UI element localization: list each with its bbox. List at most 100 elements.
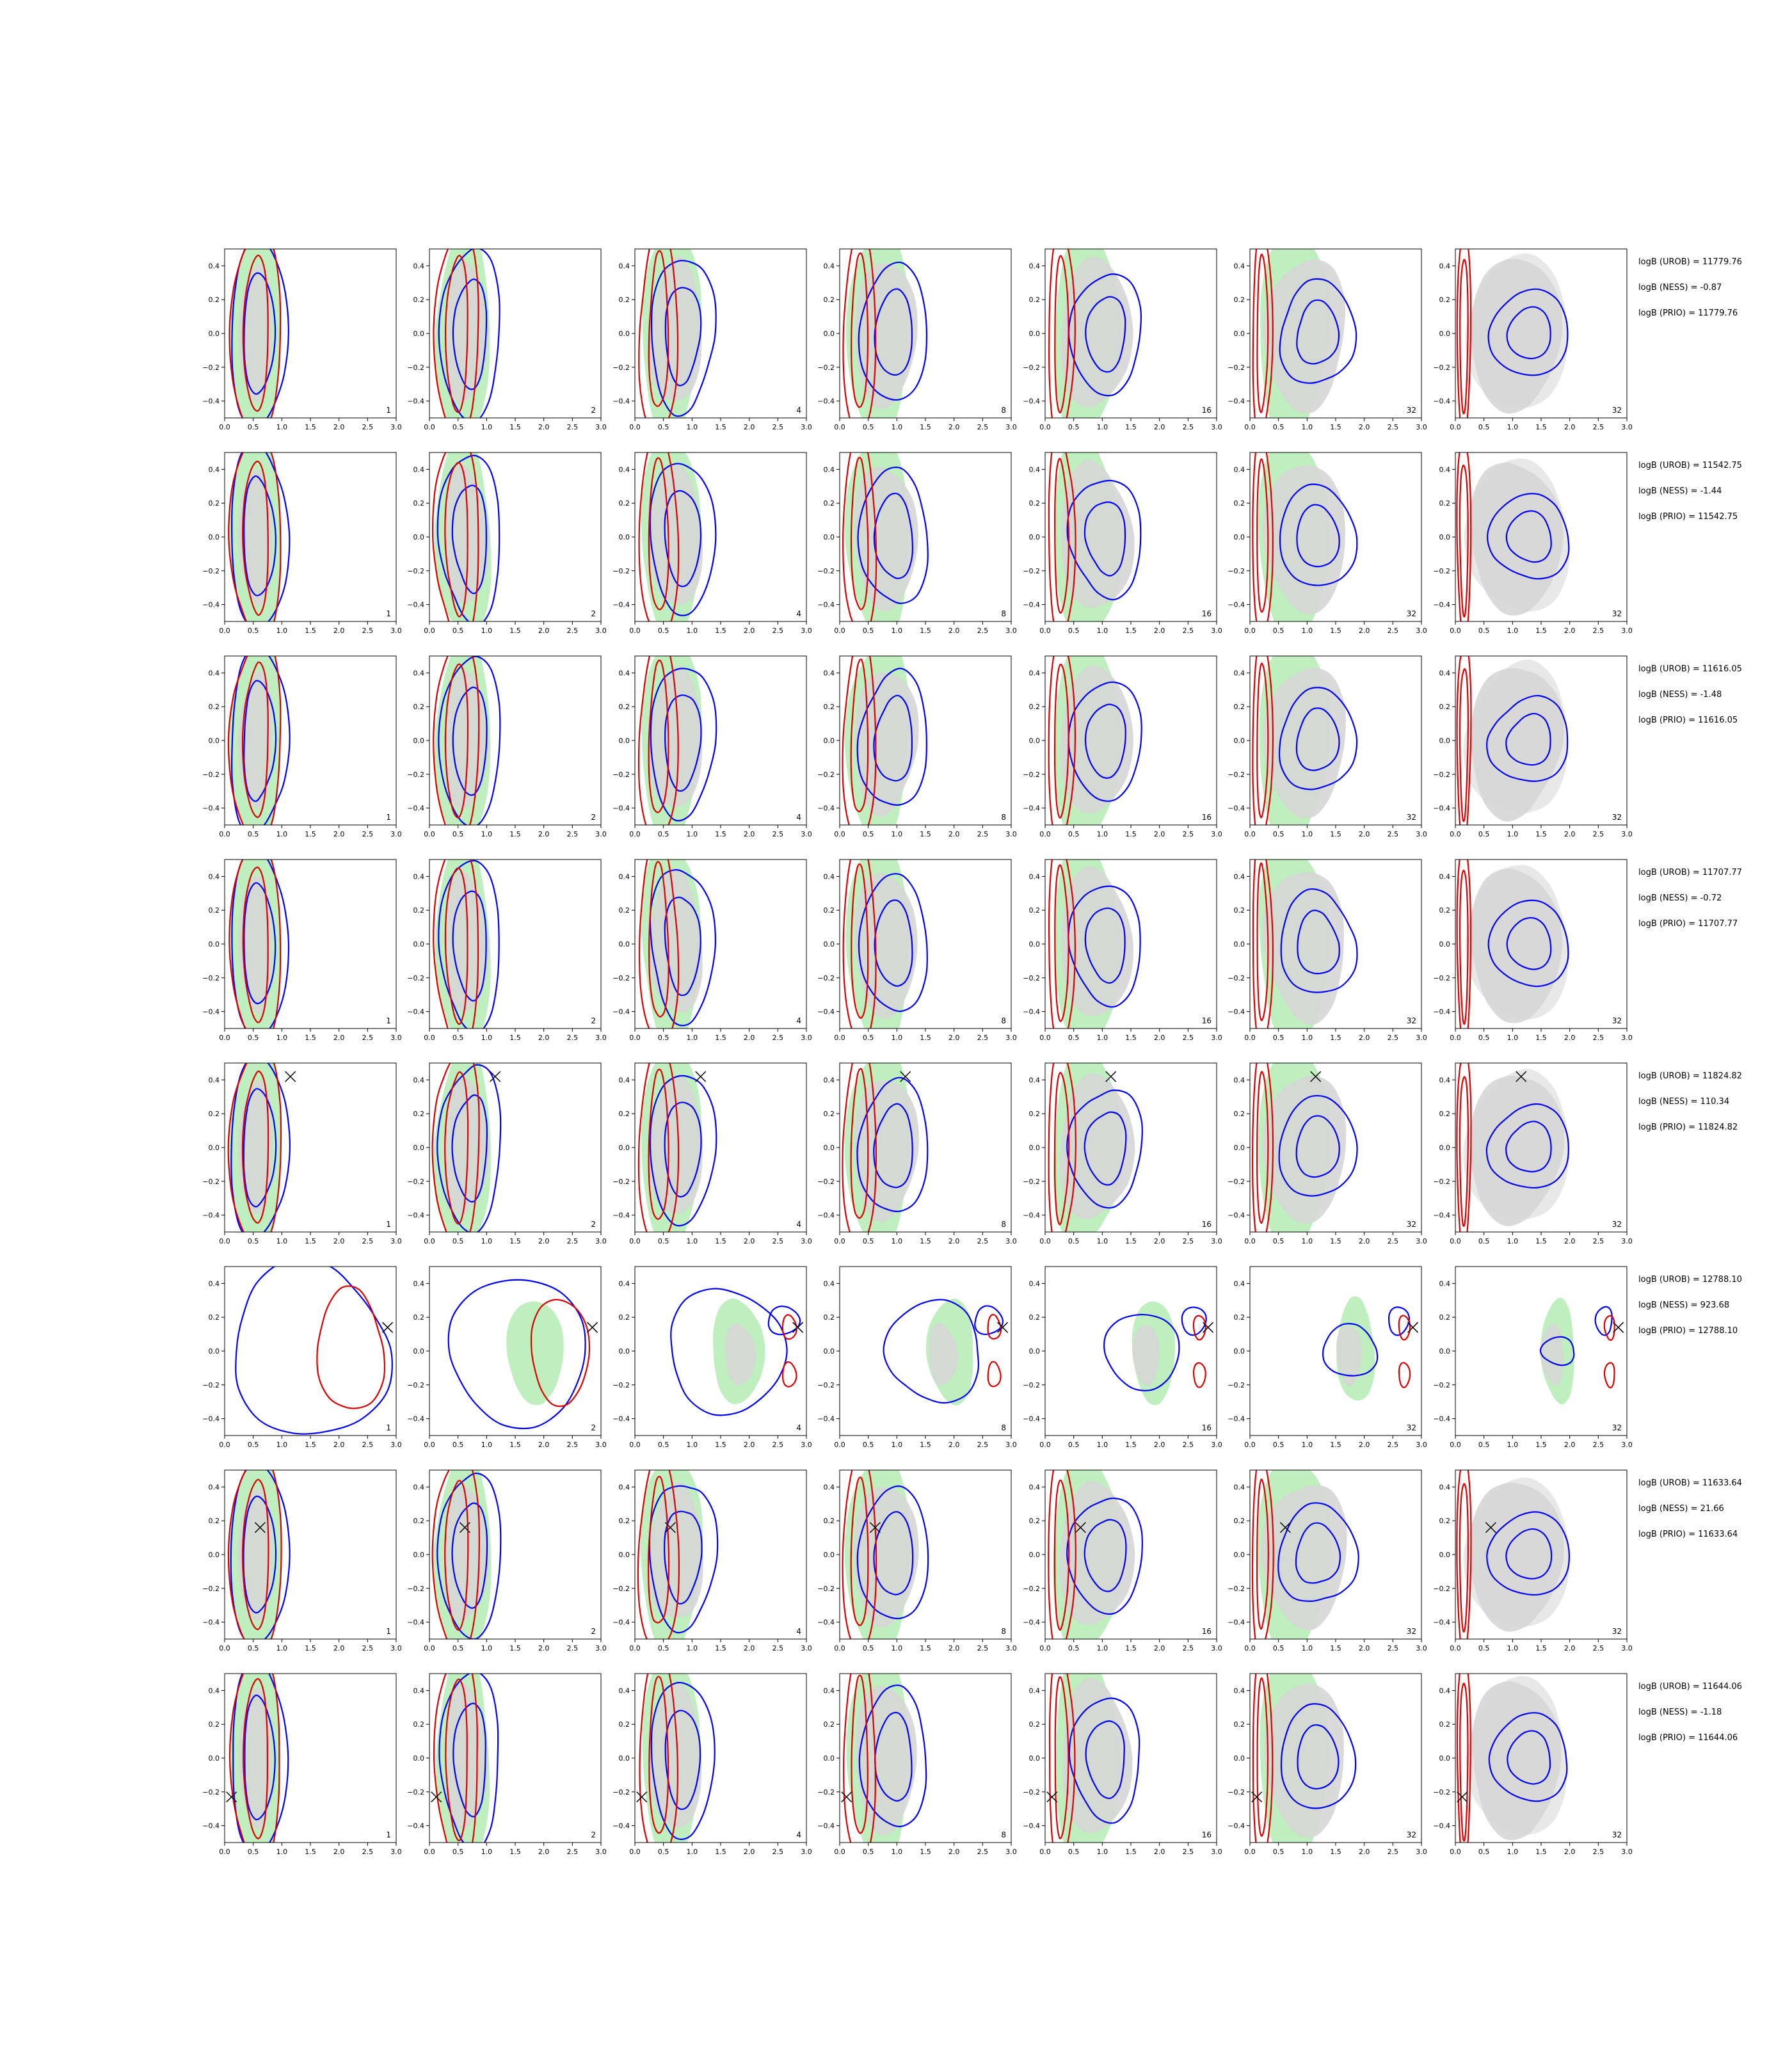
y-tick-label: 0.0 [209,1347,220,1356]
x-tick-label: 3.0 [801,627,812,635]
gray-density [1263,259,1346,413]
x-tick-label: 2.5 [977,1237,989,1245]
y-tick-label: 0.2 [1029,906,1041,915]
y-tick-label: 0.0 [824,1754,835,1763]
x-tick-label: 1.5 [920,1848,931,1856]
y-tick-label: 0.4 [619,872,630,881]
red-contour [445,1678,468,1842]
x-tick-label: 0.0 [1450,1644,1461,1652]
y-tick-label: 0.0 [413,1347,425,1356]
red-contour [782,1361,797,1388]
y-tick-label: 0.2 [619,1110,630,1118]
y-tick-label: 0.4 [1234,669,1245,677]
x-tick-label: 2.0 [1359,627,1370,635]
x-tick-label: 1.0 [1507,1644,1519,1652]
x-tick-label: 1.0 [1097,1441,1108,1449]
x-tick-label: 1.5 [1535,1644,1547,1652]
blue-contour [1297,909,1340,975]
gray-density [1540,1323,1564,1386]
y-tick-label: 0.0 [1234,940,1245,948]
blue-contour [1488,1712,1568,1802]
x-tick-label: 0.5 [658,627,669,635]
y-tick-label: 0.2 [1439,296,1451,304]
x-tick-label: 0.0 [1450,1034,1461,1042]
contours [842,656,927,825]
x-tick-label: 0.0 [219,423,230,431]
y-tick-label: −0.2 [1023,567,1040,575]
panel-r1-c3: 0.0 0.5 1.0 1.5 2.0 2.5 3.0 0.4 0.2 0.0 −0.2 −0.4 4 [612,248,812,431]
panel-r5-c6: 0.0 0.5 1.0 1.5 2.0 2.5 3.0 0.4 0.2 0.0 −0.2 −0.4 32 [1228,1062,1427,1245]
panel-corner-label: 4 [796,813,801,822]
x-tick-label: 0.5 [452,1848,464,1856]
x-tick-label: 1.5 [1330,627,1341,635]
red-contour [1256,1677,1269,1837]
row-annotations: logB (UROB) = 11707.77 logB (NESS) = -0.7… [1638,868,1742,929]
x-tick-label: 0.5 [658,1034,669,1042]
y-tick-label: 0.4 [209,872,220,881]
y-tick-label: 0.4 [1439,1279,1451,1288]
y-tick-label: 0.2 [1439,906,1451,915]
contours [637,656,717,825]
x-tick-label: 2.0 [538,423,550,431]
blue-contour [447,1279,586,1430]
y-tick-label: −0.4 [1023,1619,1040,1627]
y-tick-label: 0.4 [209,1686,220,1695]
blue-contour [664,694,702,792]
contours [1456,656,1569,825]
x-tick-label: 1.5 [1125,1034,1137,1042]
x-tick-label: 3.0 [595,830,607,838]
x-tick-label: 1.0 [1302,1644,1313,1652]
y-tick-label: 0.2 [619,906,630,915]
x-tick-label: 2.5 [362,1644,374,1652]
x-tick-label: 1.0 [276,830,288,838]
red-contour [850,1068,869,1219]
red-contour [316,1285,386,1409]
panel-r8-c4: 0.0 0.5 1.0 1.5 2.0 2.5 3.0 0.4 0.2 0.0 −0.2 −0.4 8 [817,1673,1017,1856]
logb-annotation: logB (PRIO) = 12788.10 [1638,1326,1738,1336]
gray-density [648,257,702,401]
panel-r6-c2: 0.0 0.5 1.0 1.5 2.0 2.5 3.0 0.4 0.2 0.0 −0.2 −0.4 2 [407,1266,607,1449]
y-tick-label: 0.4 [824,872,835,881]
x-tick-label: 3.0 [1005,627,1017,635]
gray-density [929,1322,958,1385]
contours [228,249,289,418]
red-contour [1251,1470,1274,1639]
x-tick-label: 1.0 [1302,423,1313,431]
row-annotations: logB (UROB) = 11616.05 logB (NESS) = -1.4… [1638,664,1742,725]
blue-contour [874,288,913,376]
blue-contour [436,454,500,621]
x-tick-label: 1.5 [305,1034,316,1042]
blue-contour [649,463,717,616]
blue-contour [664,1101,702,1198]
x-tick-label: 2.5 [567,1644,579,1652]
y-tick-label: −0.4 [1023,1415,1040,1423]
x-tick-label: 2.0 [1154,830,1165,838]
contours [1252,249,1357,418]
x-tick-label: 3.0 [1005,1441,1017,1449]
y-tick-label: 0.0 [1439,737,1451,745]
x-tick-label: 2.0 [948,1034,960,1042]
y-tick-label: −0.4 [1023,601,1040,609]
blue-contour [1066,1497,1144,1615]
y-tick-label: −0.2 [612,1585,630,1593]
red-contour [444,255,468,413]
panel-corner-label: 4 [796,406,801,415]
x-tick-label: 3.0 [595,1441,607,1449]
y-tick-label: 0.4 [209,262,220,270]
y-tick-label: 0.0 [619,1551,630,1559]
y-tick-label: 0.4 [1029,1279,1041,1288]
x-tick-label: 1.5 [509,830,521,838]
x-tick-label: 1.5 [920,830,931,838]
x-tick-label: 1.0 [276,1848,288,1856]
y-tick-label: 0.0 [824,1551,835,1559]
x-tick-label: 1.0 [1507,627,1519,635]
y-tick-label: −0.4 [1023,1822,1040,1830]
row-annotations: logB (UROB) = 11824.82 logB (NESS) = 110.… [1638,1071,1742,1132]
logb-annotation: logB (PRIO) = 11707.77 [1638,919,1738,929]
x-tick-label: 0.0 [1450,1441,1461,1449]
x-tick-label: 2.0 [333,627,345,635]
logb-annotation: logB (UROB) = 11707.77 [1638,868,1742,877]
red-contour [1252,1674,1274,1843]
x-tick-label: 1.5 [1535,627,1547,635]
y-tick-label: −0.4 [407,1212,424,1220]
